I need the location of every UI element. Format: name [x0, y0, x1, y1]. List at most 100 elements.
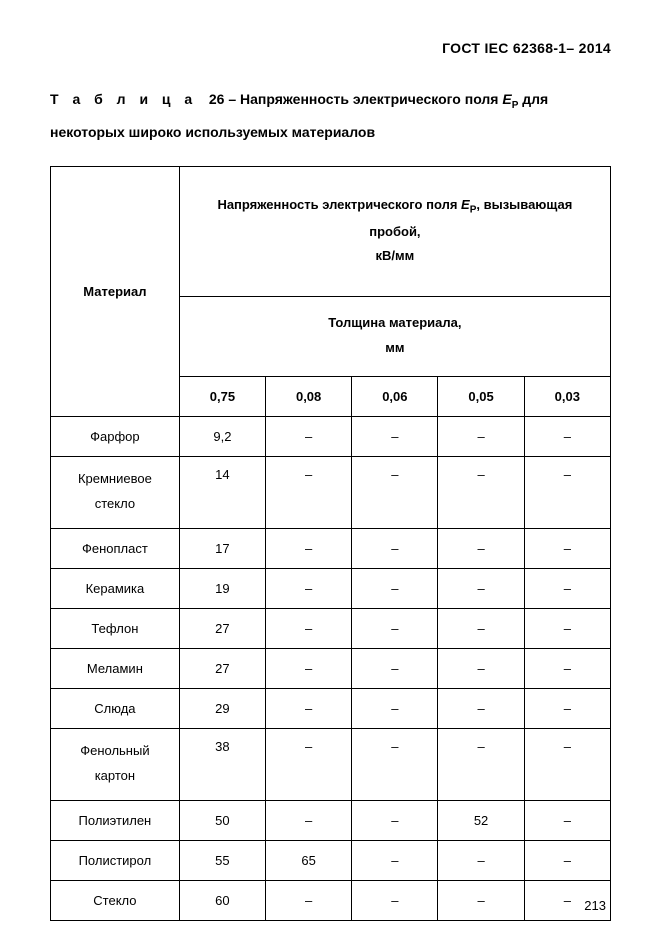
cell-value: 60 — [179, 880, 265, 920]
cell-value: 65 — [266, 840, 352, 880]
cell-value: – — [352, 688, 438, 728]
cell-value: – — [352, 456, 438, 528]
col-header-thick-0: 0,75 — [179, 376, 265, 416]
cell-value: – — [352, 528, 438, 568]
cell-value: – — [352, 840, 438, 880]
cell-value: – — [438, 456, 524, 528]
cell-value: – — [524, 648, 610, 688]
cell-value: 27 — [179, 608, 265, 648]
cell-material-name: Кремниевоестекло — [51, 456, 180, 528]
col-header-thick-2: 0,06 — [352, 376, 438, 416]
cell-value: – — [352, 416, 438, 456]
cell-value: – — [438, 648, 524, 688]
cell-value: – — [352, 728, 438, 800]
cell-value: 14 — [179, 456, 265, 528]
cell-value: 27 — [179, 648, 265, 688]
col-header-thick-3: 0,05 — [438, 376, 524, 416]
cell-value: – — [352, 880, 438, 920]
cell-value: – — [524, 568, 610, 608]
cell-value: 9,2 — [179, 416, 265, 456]
cell-value: – — [524, 456, 610, 528]
cell-material-name: Фенопласт — [51, 528, 180, 568]
cell-material-name: Фарфор — [51, 416, 180, 456]
col-header-thickness-group: Толщина материала, мм — [179, 296, 610, 376]
table-header-row-1: Материал Напряженность электрического по… — [51, 166, 611, 296]
table-row: Меламин27–––– — [51, 648, 611, 688]
cell-material-name: Полистирол — [51, 840, 180, 880]
caption-title-part1: 26 – Напряженность электрического поля — [209, 91, 502, 107]
cell-value: – — [438, 728, 524, 800]
table-row: Керамика19–––– — [51, 568, 611, 608]
table-row: Фарфор9,2–––– — [51, 416, 611, 456]
table-row: Стекло60–––– — [51, 880, 611, 920]
cell-value: – — [352, 608, 438, 648]
hdr-top-line1a: Напряженность электрического поля — [217, 197, 461, 212]
cell-value: – — [438, 880, 524, 920]
cell-value: – — [524, 528, 610, 568]
hdr-top-line2: пробой, — [369, 224, 420, 239]
cell-value: – — [524, 800, 610, 840]
cell-value: – — [352, 800, 438, 840]
document-standard-header: ГОСТ IEC 62368-1– 2014 — [50, 40, 611, 56]
caption-word-table: Т а б л и ц а — [50, 91, 197, 107]
cell-value: – — [438, 528, 524, 568]
cell-material-name: Слюда — [51, 688, 180, 728]
col-header-field-strength: Напряженность электрического поля EP, вы… — [179, 166, 610, 296]
table-row: Фенольныйкартон38–––– — [51, 728, 611, 800]
table-row: Полиэтилен50––52– — [51, 800, 611, 840]
cell-value: – — [266, 608, 352, 648]
cell-value: 38 — [179, 728, 265, 800]
cell-value: – — [524, 608, 610, 648]
table-row: Фенопласт17–––– — [51, 528, 611, 568]
caption-title-tail1: для — [518, 91, 548, 107]
cell-material-name: Керамика — [51, 568, 180, 608]
hdr-mid-line1: Толщина материала, — [328, 315, 461, 330]
cell-value: – — [438, 608, 524, 648]
col-header-thick-1: 0,08 — [266, 376, 352, 416]
cell-value: – — [438, 840, 524, 880]
cell-value: – — [438, 568, 524, 608]
col-header-thick-4: 0,03 — [524, 376, 610, 416]
cell-value: – — [524, 416, 610, 456]
cell-material-name: Стекло — [51, 880, 180, 920]
hdr-top-line3: кВ/мм — [376, 248, 415, 263]
cell-value: – — [352, 568, 438, 608]
hdr-mid-line2: мм — [385, 340, 404, 355]
cell-value: – — [266, 568, 352, 608]
cell-value: – — [266, 688, 352, 728]
cell-material-name: Тефлон — [51, 608, 180, 648]
cell-value: – — [266, 800, 352, 840]
document-page: ГОСТ IEC 62368-1– 2014 Т а б л и ц а 26 … — [0, 0, 661, 935]
col-header-material: Материал — [51, 166, 180, 416]
cell-material-name: Полиэтилен — [51, 800, 180, 840]
cell-value: – — [352, 648, 438, 688]
cell-value: – — [438, 416, 524, 456]
table-caption: Т а б л и ц а 26 – Напряженность электри… — [50, 84, 611, 148]
table-row: Полистирол5565––– — [51, 840, 611, 880]
cell-value: 17 — [179, 528, 265, 568]
caption-ep-symbol: E — [502, 91, 511, 107]
cell-value: 52 — [438, 800, 524, 840]
cell-value: 19 — [179, 568, 265, 608]
cell-value: – — [266, 728, 352, 800]
cell-value: – — [266, 456, 352, 528]
cell-value: – — [266, 648, 352, 688]
cell-value: – — [438, 688, 524, 728]
cell-value: 50 — [179, 800, 265, 840]
table-head: Материал Напряженность электрического по… — [51, 166, 611, 416]
cell-material-name: Фенольныйкартон — [51, 728, 180, 800]
caption-title-line2: некоторых широко используемых материалов — [50, 124, 375, 140]
table-row: Кремниевоестекло14–––– — [51, 456, 611, 528]
cell-value: – — [266, 416, 352, 456]
table-row: Тефлон27–––– — [51, 608, 611, 648]
materials-table: Материал Напряженность электрического по… — [50, 166, 611, 921]
page-number: 213 — [584, 898, 606, 913]
cell-material-name: Меламин — [51, 648, 180, 688]
table-body: Фарфор9,2––––Кремниевоестекло14––––Феноп… — [51, 416, 611, 920]
cell-value: – — [524, 840, 610, 880]
cell-value: 29 — [179, 688, 265, 728]
table-row: Слюда29–––– — [51, 688, 611, 728]
cell-value: – — [266, 880, 352, 920]
cell-value: – — [524, 688, 610, 728]
cell-value: – — [266, 528, 352, 568]
